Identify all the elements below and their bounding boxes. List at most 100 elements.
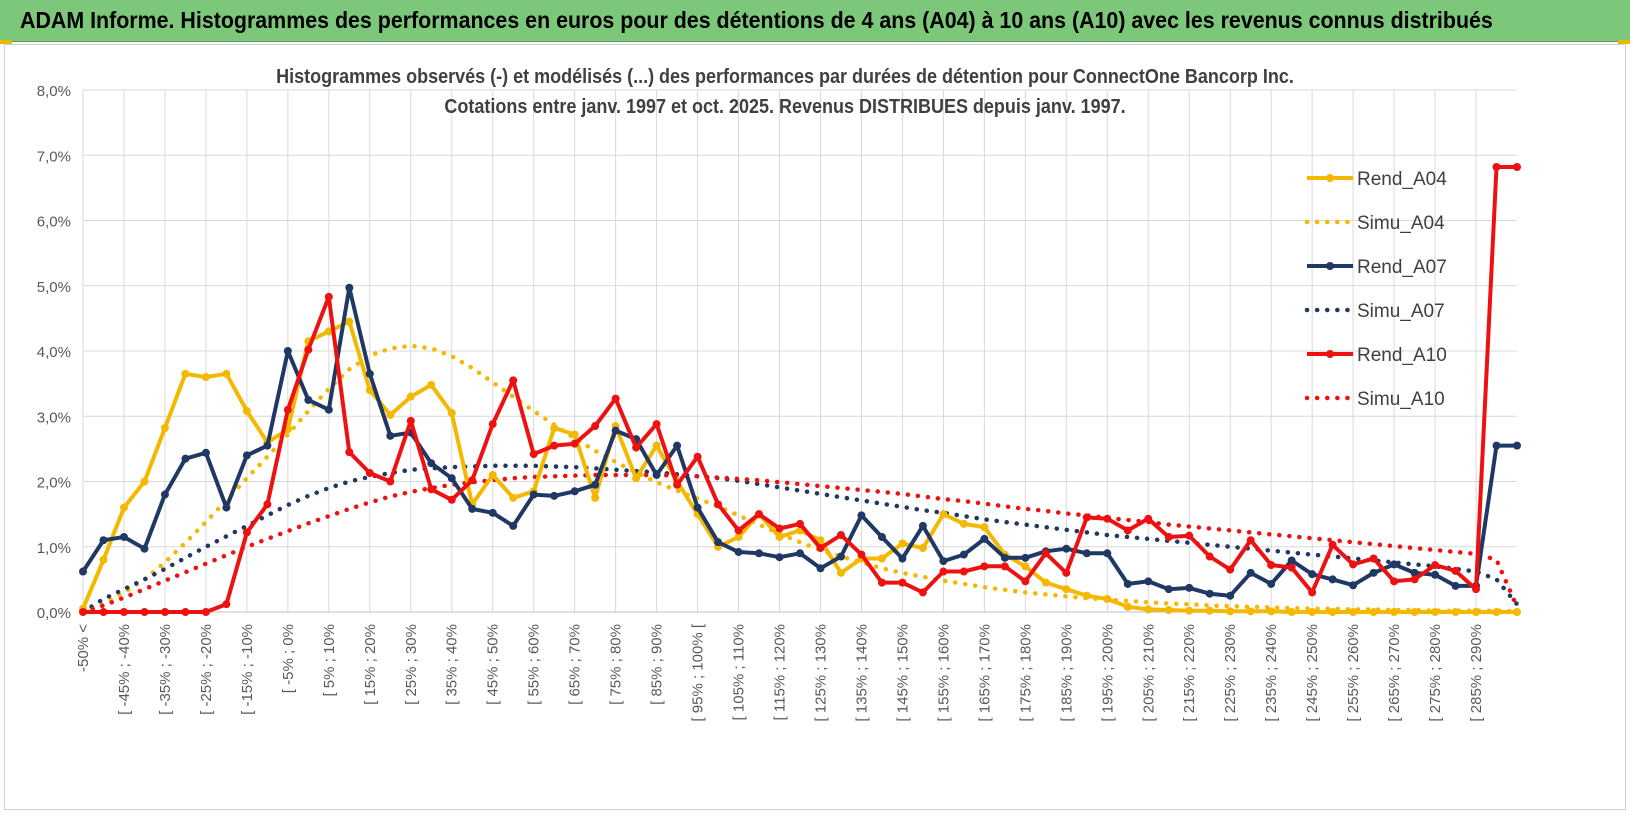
data-point-rend-a10 (1287, 563, 1296, 572)
data-point-rend-a04 (836, 568, 845, 577)
data-point-rend-a04 (1205, 606, 1214, 615)
data-point-rend-a04 (816, 536, 825, 545)
data-point-rend-a10 (918, 588, 927, 597)
x-tick-label: [ 135% ; 140% (853, 624, 870, 722)
data-point-rend-a07 (1185, 583, 1194, 592)
data-point-rend-a04 (365, 386, 374, 395)
data-point-rend-a10 (1390, 577, 1399, 586)
data-point-rend-a07 (79, 567, 87, 576)
x-tick-label: [ 225% ; 230% (1222, 624, 1239, 722)
data-point-rend-a10 (1472, 585, 1481, 594)
data-point-rend-a10 (570, 439, 579, 448)
data-point-rend-a07 (939, 557, 948, 566)
data-point-rend-a04 (632, 474, 641, 483)
data-point-rend-a07 (611, 426, 620, 435)
data-point-rend-a07 (591, 480, 600, 489)
data-point-rend-a04 (1246, 607, 1255, 616)
x-tick-label: [ 25% ; 30% (403, 624, 420, 705)
data-point-rend-a04 (1513, 608, 1521, 616)
data-point-rend-a10 (755, 510, 764, 519)
data-point-rend-a10 (816, 544, 825, 553)
data-point-rend-a04 (652, 441, 661, 450)
x-tick-label: [ 165% ; 170% (976, 624, 993, 722)
data-point-rend-a07 (324, 405, 333, 414)
series-line-simu-a04 (80, 343, 1520, 615)
x-tick-label: [ 285% ; 290% (1468, 624, 1485, 722)
data-point-rend-a10 (1513, 162, 1521, 171)
data-point-rend-a07 (488, 508, 497, 517)
data-point-rend-a07 (1021, 553, 1030, 562)
data-point-rend-a07 (99, 536, 108, 545)
data-point-rend-a10 (406, 416, 415, 425)
data-point-rend-a10 (99, 608, 108, 616)
data-point-rend-a10 (468, 476, 477, 485)
x-tick-label: [ 235% ; 240% (1263, 624, 1280, 722)
data-point-rend-a10 (1308, 588, 1317, 597)
data-point-rend-a07 (1164, 585, 1173, 594)
legend-label-rend-a07: Rend_A07 (1357, 257, 1447, 278)
data-point-rend-a10 (939, 567, 948, 576)
x-tick-label: [ -45% ; -40% (116, 624, 133, 715)
data-point-rend-a04 (1287, 608, 1296, 616)
data-point-rend-a07 (160, 490, 169, 499)
data-point-rend-a04 (1123, 602, 1132, 611)
data-point-rend-a10 (693, 452, 702, 461)
x-tick-label: [ 65% ; 70% (567, 624, 584, 705)
data-point-rend-a04 (1308, 608, 1317, 616)
y-tick-label: 0,0% (37, 605, 71, 622)
x-tick-label: [ 175% ; 180% (1017, 624, 1034, 722)
x-tick-label: [ 205% ; 210% (1140, 624, 1157, 722)
x-tick-label: [ 105% ; 110% (731, 624, 748, 720)
data-point-rend-a04 (939, 510, 948, 519)
data-point-rend-a07 (1267, 579, 1276, 588)
data-point-rend-a10 (488, 420, 497, 429)
legend-label-simu-a04: Simu_A04 (1357, 213, 1445, 234)
y-tick-label: 4,0% (37, 344, 71, 361)
data-point-rend-a10 (1123, 526, 1132, 535)
data-point-rend-a07 (836, 552, 845, 561)
data-point-rend-a04 (1226, 607, 1235, 616)
data-point-rend-a04 (1103, 594, 1112, 603)
data-point-rend-a07 (1082, 549, 1091, 558)
data-point-rend-a07 (714, 538, 723, 547)
data-point-rend-a04 (509, 493, 518, 502)
data-point-rend-a04 (181, 369, 190, 378)
data-point-rend-a10 (775, 524, 784, 533)
data-point-rend-a04 (242, 407, 251, 416)
data-point-rend-a04 (550, 423, 559, 432)
data-point-rend-a07 (304, 395, 313, 404)
data-point-rend-a07 (1062, 544, 1071, 553)
chart-title: Histogrammes observés (-) et modélisés (… (276, 66, 1294, 88)
data-point-rend-a07 (877, 532, 886, 541)
data-point-rend-a04 (1349, 608, 1358, 616)
data-point-rend-a04 (980, 523, 989, 532)
data-point-rend-a07 (1513, 441, 1521, 450)
data-point-rend-a10 (1267, 561, 1276, 570)
data-point-rend-a10 (1185, 531, 1194, 540)
data-point-rend-a07 (529, 490, 538, 499)
performance-histogram-chart: 0,0% 1,0% 2,0% 3,0% 4,0% 5,0% 6,0% 7,0% 8,0% -50%… (37, 66, 1521, 722)
data-point-rend-a10 (1041, 549, 1050, 558)
data-point-rend-a10 (877, 578, 886, 587)
data-point-rend-a10 (509, 376, 518, 385)
data-point-rend-a10 (201, 608, 210, 616)
x-tick-label: [ 245% ; 250% (1304, 624, 1321, 722)
data-point-rend-a04 (324, 327, 333, 336)
data-point-rend-a04 (918, 544, 927, 553)
x-tick-label: [ 125% ; 130% (812, 624, 829, 722)
data-point-rend-a07 (1226, 591, 1235, 600)
data-point-rend-a10 (222, 600, 231, 609)
data-point-rend-a10 (611, 394, 620, 403)
series-line-simu-a07 (80, 463, 1520, 615)
data-point-rend-a07 (1123, 579, 1132, 588)
data-point-rend-a04 (427, 380, 436, 389)
data-point-rend-a10 (734, 526, 743, 535)
data-point-rend-a07 (447, 474, 456, 483)
data-point-rend-a10 (1246, 536, 1255, 545)
y-tick-label: 1,0% (37, 540, 71, 557)
data-point-rend-a07 (918, 521, 927, 530)
data-point-rend-a07 (1451, 581, 1460, 590)
data-point-rend-a10 (898, 578, 907, 587)
data-point-rend-a04 (140, 477, 149, 486)
data-point-rend-a10 (1431, 561, 1440, 570)
